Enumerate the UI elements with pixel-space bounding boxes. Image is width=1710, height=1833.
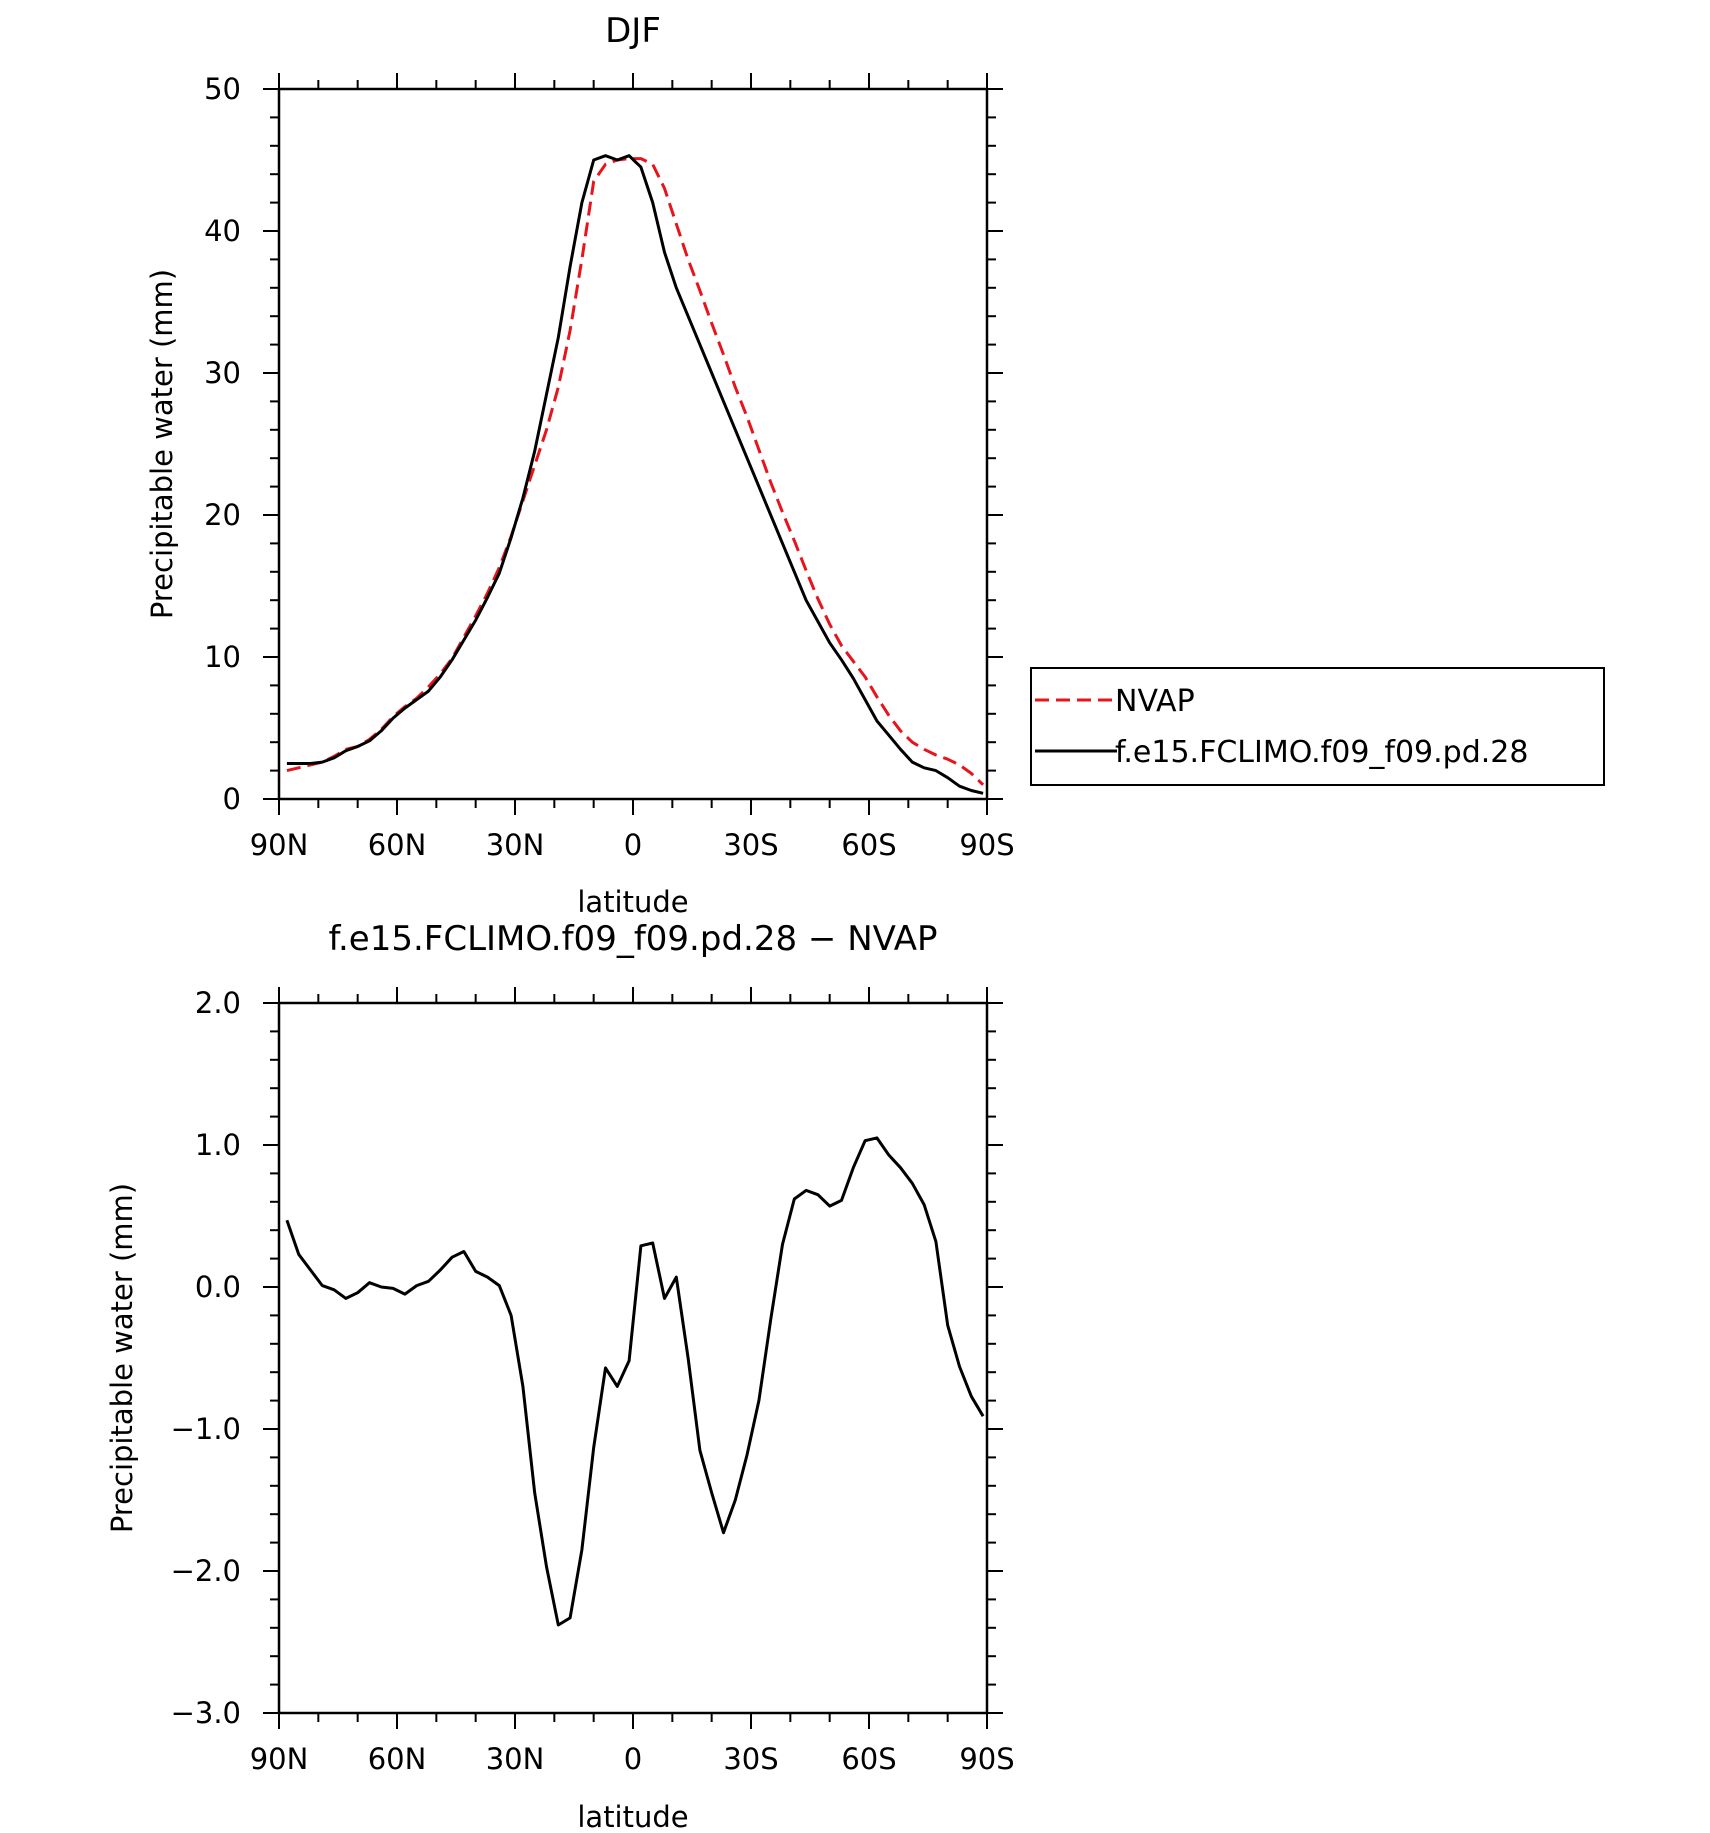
y-tick-label: −1.0 <box>171 1412 241 1446</box>
legend-label: NVAP <box>1115 684 1195 719</box>
y-tick-label: 40 <box>204 214 241 248</box>
x-tick-label: 90S <box>959 828 1014 862</box>
plot-frame <box>277 87 989 801</box>
chart-title: f.e15.FCLIMO.f09_f09.pd.28 − NVAP <box>329 919 938 959</box>
series-line <box>285 1136 985 1627</box>
x-tick-label: 30S <box>723 1742 778 1776</box>
y-axis-label: Precipitable water (mm) <box>105 1183 139 1533</box>
x-tick-label: 60N <box>368 828 427 862</box>
legend-label: f.e15.FCLIMO.f09_f09.pd.28 <box>1115 735 1528 770</box>
chart-title: DJF <box>605 11 661 51</box>
x-tick-label: 30N <box>486 1742 545 1776</box>
y-tick-label: 1.0 <box>195 1128 241 1162</box>
y-tick-label: 20 <box>204 498 241 532</box>
legend-box <box>1030 667 1605 786</box>
y-tick-label: 50 <box>204 72 241 106</box>
top-panel: DJF 90N 60N 30N 0 30S 60S 90S 0 10 20 30 40 50 latitud… <box>145 11 1605 919</box>
x-axis-label: latitude <box>577 1800 688 1833</box>
y-tick-label: 10 <box>204 640 241 674</box>
y-tick-label: 2.0 <box>195 986 241 1020</box>
x-tick-label: 30N <box>486 828 545 862</box>
x-tick-label: 60N <box>368 1742 427 1776</box>
x-tick-label: 30S <box>723 828 778 862</box>
legend: NVAP f.e15.FCLIMO.f09_f09.pd.28 <box>1030 667 1605 786</box>
x-tick-label: 0 <box>624 1742 642 1776</box>
series-line-nvap <box>286 157 985 786</box>
bottom-panel: f.e15.FCLIMO.f09_f09.pd.28 − NVAP 90N 60N 3… <box>105 919 1015 1833</box>
y-tick-label: 30 <box>204 356 241 390</box>
x-tick-label: 90S <box>959 1742 1014 1776</box>
x-tick-label: 90N <box>250 828 309 862</box>
series-line-f-e15-fclimo-f09-f09-pd-28 <box>286 154 984 795</box>
x-tick-label: 60S <box>841 828 896 862</box>
y-tick-label: 0.0 <box>195 1270 241 1304</box>
plot-frame <box>277 1001 989 1715</box>
x-tick-label: 90N <box>250 1742 309 1776</box>
y-tick-label: −2.0 <box>171 1554 241 1588</box>
y-tick-label: 0 <box>223 782 241 816</box>
x-tick-label: 0 <box>624 828 642 862</box>
x-tick-label: 60S <box>841 1742 896 1776</box>
x-axis-label: latitude <box>577 885 688 919</box>
y-axis-label: Precipitable water (mm) <box>145 269 179 619</box>
y-tick-label: −3.0 <box>171 1696 241 1730</box>
